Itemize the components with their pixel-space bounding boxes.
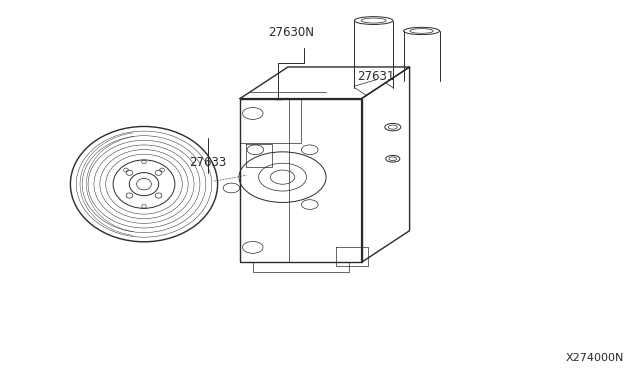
Text: 27633: 27633 (189, 156, 226, 169)
Text: 27630N: 27630N (268, 26, 314, 39)
Text: 27631: 27631 (357, 70, 394, 83)
Text: X274000N: X274000N (566, 353, 624, 363)
